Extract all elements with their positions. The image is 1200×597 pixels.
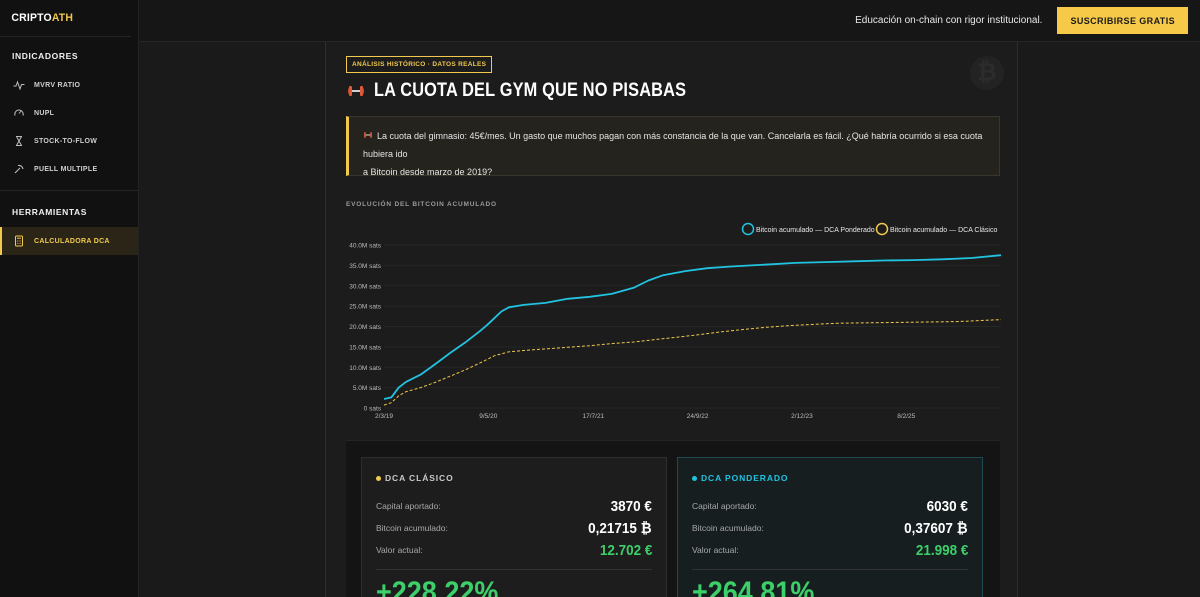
chart-y-axis: 0 sats 5.0M sats 10.0M sats 15.0M sats 20.0M… [349, 243, 382, 413]
chart-heading: EVOLUCIÓN DEL BITCOIN ACUMULADO [346, 201, 497, 208]
results-section: DCA CLÁSICO Capital aportado: 3870 € Bit… [346, 440, 1000, 597]
series-line-weighted [383, 254, 1002, 400]
stat-label: Bitcoin acumulado: [376, 523, 448, 533]
series-line-classic [383, 319, 1002, 406]
stat-value: 21.998 € [915, 541, 968, 559]
result-card-weighted: DCA PONDERADO Capital aportado: 6030 € B… [677, 457, 983, 597]
subscribe-button[interactable]: SUSCRIBIRSE GRATIS [1057, 7, 1188, 34]
y-tick-label: 20.0M sats [349, 324, 382, 331]
card-title-label: DCA PONDERADO [701, 473, 789, 483]
y-tick-label: 15.0M sats [349, 344, 382, 351]
y-tick-label: 40.0M sats [349, 243, 382, 250]
stat-row-capital: Capital aportado: 3870 € [376, 495, 652, 517]
stat-row-current: Valor actual: 12.702 € [376, 539, 652, 561]
x-tick-label: 9/5/20 [479, 413, 497, 420]
stat-row-btc: Bitcoin acumulado: 0,37607 ₿ [692, 517, 968, 539]
topbar-tagline: Educación on-chain con rigor institucion… [855, 15, 1043, 26]
sidebar: CRIPTO ATH INDICADORES MVRV RATIO NUPL ST… [0, 0, 139, 597]
card-title-label: DCA CLÁSICO [385, 473, 454, 483]
stat-value: 12.702 € [599, 541, 652, 559]
x-tick-label: 2/12/23 [791, 413, 813, 420]
stat-label: Capital aportado: [692, 501, 757, 511]
sidebar-divider [0, 190, 138, 191]
legend-label-classic: Bitcoin acumulado — DCA Clásico [890, 227, 997, 234]
sidebar-item-stock-to-flow[interactable]: STOCK-TO-FLOW [0, 127, 138, 155]
stat-value: 6030 € [926, 497, 968, 515]
card-divider [376, 569, 652, 570]
sidebar-item-label: STOCK-TO-FLOW [34, 137, 98, 145]
legend-swatch-weighted [741, 222, 755, 236]
page-title: LA CUOTA DEL GYM QUE NO PISABAS [374, 80, 687, 101]
sidebar-section-tools: HERRAMIENTAS [12, 207, 88, 217]
logo[interactable]: CRIPTO ATH [0, 0, 132, 37]
chart-legend: Bitcoin acumulado — DCA Ponderado Bitcoi… [741, 222, 998, 236]
y-tick-label: 10.0M sats [349, 365, 382, 372]
logo-text-primary: CRIPTO [11, 12, 52, 24]
return-percentage: +228.22% [376, 576, 499, 597]
legend-item-weighted[interactable]: Bitcoin acumulado — DCA Ponderado [741, 222, 875, 236]
sidebar-item-dca-calculator[interactable]: CALCULADORA DCA [0, 227, 138, 255]
stat-row-capital: Capital aportado: 6030 € [692, 495, 968, 517]
stat-value: 3870 € [610, 497, 652, 515]
stat-label: Valor actual: [376, 545, 423, 555]
stat-label: Bitcoin acumulado: [692, 523, 764, 533]
result-card-classic: DCA CLÁSICO Capital aportado: 3870 € Bit… [361, 457, 667, 597]
classic-dot-icon [376, 475, 381, 481]
pickaxe-icon [13, 163, 25, 175]
calculator-icon [13, 235, 25, 247]
sidebar-item-mvrv[interactable]: MVRV RATIO [0, 71, 138, 99]
gauge-icon [13, 107, 25, 119]
card-title-weighted: DCA PONDERADO [692, 473, 968, 483]
y-tick-label: 30.0M sats [349, 283, 382, 290]
legend-swatch-classic [875, 222, 889, 236]
chart-grid [384, 244, 1001, 409]
article-badge: ANÁLISIS HISTÓRICO · DATOS REALES [346, 56, 493, 73]
topbar: Educación on-chain con rigor institucion… [139, 0, 1200, 42]
article-panel: ANÁLISIS HISTÓRICO · DATOS REALES ₿ LA C… [325, 42, 1018, 597]
chart-series [383, 254, 1002, 406]
sidebar-item-label: CALCULADORA DCA [34, 237, 110, 245]
stat-label: Valor actual: [692, 545, 739, 555]
sidebar-item-label: NUPL [34, 109, 55, 117]
x-tick-label: 17/7/21 [582, 413, 604, 420]
dumbbell-icon [348, 82, 364, 100]
bitcoin-watermark-icon: ₿ [970, 56, 1004, 90]
sidebar-item-label: MVRV RATIO [34, 81, 81, 89]
logo-text-accent: ATH [51, 12, 74, 24]
intro-text-line1: La cuota del gimnasio: 45€/mes. Un gasto… [363, 131, 983, 159]
stat-label: Capital aportado: [376, 501, 441, 511]
card-title-classic: DCA CLÁSICO [376, 473, 652, 483]
return-percentage: +264.81% [692, 576, 815, 597]
x-tick-label: 2/3/19 [375, 413, 393, 420]
y-tick-label: 25.0M sats [349, 304, 382, 311]
hourglass-icon [13, 135, 25, 147]
legend-item-classic[interactable]: Bitcoin acumulado — DCA Clásico [875, 222, 998, 236]
article-intro-callout: La cuota del gimnasio: 45€/mes. Un gasto… [346, 116, 1000, 177]
stat-value: 0,37607 ₿ [904, 519, 968, 537]
weighted-dot-icon [692, 475, 697, 481]
sidebar-item-label: PUELL MULTIPLE [34, 165, 98, 173]
pulse-icon [13, 79, 25, 91]
y-tick-label: 35.0M sats [349, 263, 382, 270]
sidebar-section-indicators: INDICADORES [12, 51, 79, 61]
article-headline: LA CUOTA DEL GYM QUE NO PISABAS [348, 80, 737, 102]
btc-accumulation-chart: 0 sats 5.0M sats 10.0M sats 15.0M sats 20.0M… [349, 222, 1002, 420]
dumbbell-icon [363, 128, 373, 138]
card-divider [692, 569, 968, 570]
x-tick-label: 24/9/22 [687, 413, 709, 420]
chart-x-axis: 2/3/19 9/5/20 17/7/21 24/9/22 2/12/23 8/2/25 [375, 413, 916, 420]
intro-text-line2: a Bitcoin desde marzo de 2019? [363, 167, 493, 177]
sidebar-item-puell-multiple[interactable]: PUELL MULTIPLE [0, 155, 138, 183]
x-tick-label: 8/2/25 [897, 413, 915, 420]
sidebar-item-nupl[interactable]: NUPL [0, 99, 138, 127]
stat-value: 0,21715 ₿ [588, 519, 652, 537]
stat-row-btc: Bitcoin acumulado: 0,21715 ₿ [376, 517, 652, 539]
y-tick-label: 5.0M sats [353, 385, 382, 392]
legend-label-weighted: Bitcoin acumulado — DCA Ponderado [756, 227, 875, 234]
stat-row-current: Valor actual: 21.998 € [692, 539, 968, 561]
y-tick-label: 0 sats [364, 406, 382, 413]
